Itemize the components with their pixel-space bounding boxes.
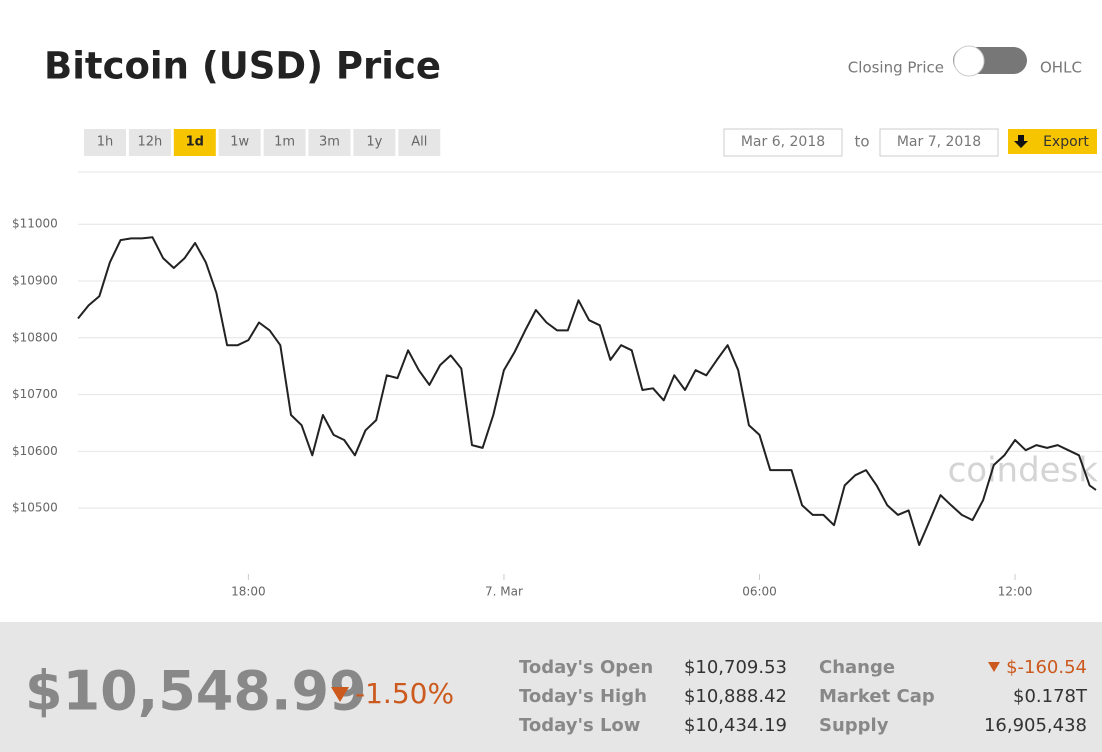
x-tick-label: 12:00 [998, 585, 1033, 599]
price: $10,548.99 [25, 660, 367, 723]
range-button[interactable] [84, 129, 126, 156]
stat-label: Today's Low [519, 715, 640, 736]
range-label: 1h [97, 135, 114, 150]
date-input[interactable] [723, 128, 843, 157]
range-button[interactable] [173, 129, 216, 156]
range-button[interactable] [398, 129, 441, 156]
range-label: 1d [186, 135, 204, 150]
export-label: Export [1043, 134, 1089, 150]
stat-value: $10,709.53 [684, 657, 787, 678]
summary-panel [0, 622, 1102, 752]
down-arrow [331, 687, 349, 702]
down-arrow [988, 662, 1000, 672]
date-to: Mar 7, 2018 [897, 134, 981, 150]
range-button[interactable] [218, 129, 261, 156]
stat-value: $10,434.19 [684, 715, 787, 736]
range-label: All [411, 135, 427, 150]
y-tick-label: $10900 [12, 274, 58, 288]
y-tick-label: $10800 [12, 330, 58, 344]
range-button[interactable] [263, 129, 306, 156]
watermark: coindesk [948, 451, 1099, 491]
stat-label: Market Cap [819, 686, 935, 707]
date-from: Mar 6, 2018 [741, 134, 825, 150]
stat-label: Supply [819, 715, 889, 736]
change-pct: -1.50% [355, 677, 454, 710]
export-icon [1014, 135, 1028, 148]
toggle-right: OHLC [1040, 59, 1082, 77]
title: Bitcoin (USD) Price [44, 45, 441, 88]
range-label: 12h [138, 135, 163, 150]
range-label: 1y [366, 135, 382, 150]
stat-value: 16,905,438 [984, 715, 1087, 736]
date-sep: to [854, 133, 869, 151]
stat-label: Today's High [519, 686, 647, 707]
stat-value: $10,888.42 [684, 686, 787, 707]
range-button[interactable] [128, 129, 171, 156]
stat-label: Today's Open [519, 657, 653, 678]
toggle-left: Closing Price [848, 59, 944, 77]
x-tick-label: 18:00 [231, 585, 266, 599]
y-tick-label: $10500 [12, 501, 58, 515]
range-label: 1m [274, 135, 295, 150]
price-line [77, 236, 1097, 546]
stat-value: $0.178T [1013, 686, 1088, 707]
y-tick-label: $10700 [12, 387, 58, 401]
x-tick-label: 7. Mar [485, 585, 523, 599]
y-tick-label: $11000 [12, 217, 58, 231]
toggle-knob [953, 45, 985, 77]
x-tick-label: 06:00 [742, 585, 777, 599]
range-label: 3m [319, 135, 340, 150]
stat-value: $-160.54 [1006, 657, 1087, 678]
y-tick-label: $10600 [12, 444, 58, 458]
range-button[interactable] [308, 129, 351, 156]
range-label: 1w [230, 135, 249, 150]
range-button[interactable] [353, 129, 396, 156]
stat-label: Change [819, 657, 895, 678]
date-input[interactable] [879, 128, 999, 157]
